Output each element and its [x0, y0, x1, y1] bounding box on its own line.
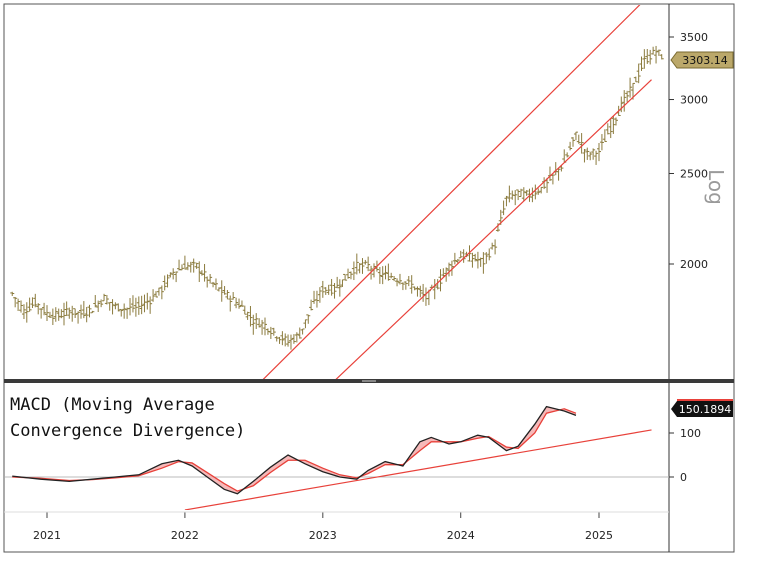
macd-trend-line [184, 429, 652, 510]
macd-signal-line [12, 408, 577, 492]
macd-signal-fill [12, 406, 576, 494]
macd-panel [5, 405, 669, 510]
price-axis: 2000 2500 3000 3500 [669, 31, 708, 271]
price-tick-label: 2500 [680, 167, 708, 180]
channel-line-2 [335, 79, 652, 379]
macd-tick-label: 0 [680, 471, 687, 484]
price-tick-label: 2000 [680, 258, 708, 271]
macd-axis: 0 100 [669, 427, 701, 484]
x-tick-label: 2024 [447, 529, 475, 542]
price-last-value: 3303.14 [682, 54, 728, 67]
time-axis: 2021 2022 2023 2024 2025 [4, 511, 669, 542]
separator-handle[interactable] [362, 380, 376, 382]
log-scale-label: Log [704, 169, 728, 205]
chart-frame [3, 3, 735, 553]
macd-title-line-1: MACD (Moving Average [10, 395, 215, 415]
x-tick-label: 2021 [33, 529, 61, 542]
macd-last-tag: 150.1894 [671, 399, 733, 417]
price-tick-label: 3500 [680, 31, 708, 44]
macd-tick-label: 100 [680, 427, 701, 440]
price-tick-label: 3000 [680, 94, 708, 107]
macd-title-line-2: Convergence Divergence) [10, 421, 245, 441]
channel-line-1 [262, 5, 641, 379]
price-panel [10, 5, 664, 379]
x-tick-label: 2022 [171, 529, 199, 542]
macd-line [12, 405, 577, 495]
price-bars [10, 45, 664, 350]
x-tick-label: 2023 [309, 529, 337, 542]
x-tick-label: 2025 [585, 529, 613, 542]
macd-last-value: 150.1894 [679, 403, 732, 416]
price-last-tag: 3303.14 [670, 51, 734, 69]
